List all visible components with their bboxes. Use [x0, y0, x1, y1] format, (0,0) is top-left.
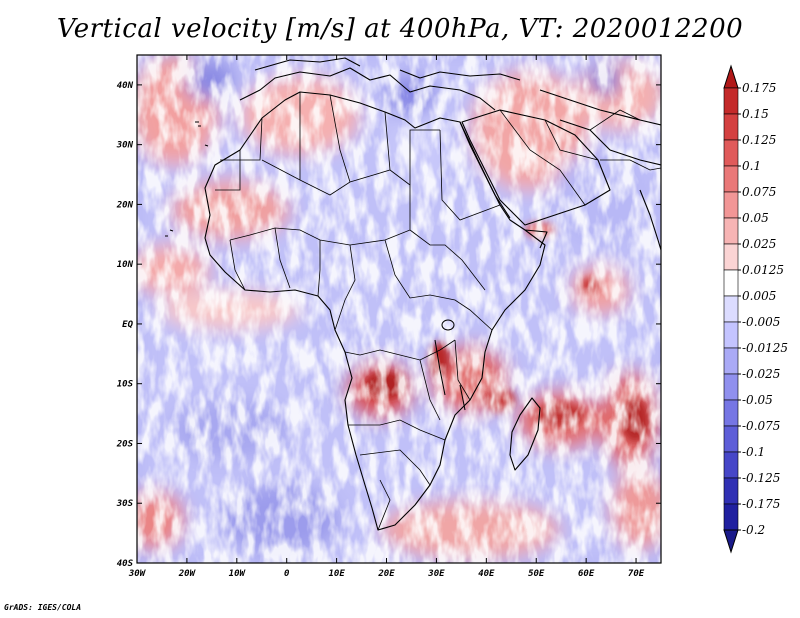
legend-label: -0.2 [742, 523, 765, 537]
legend-label: 0.05 [742, 211, 769, 225]
grads-credit: GrADS: IGES/COLA [4, 603, 82, 612]
legend-label: -0.1 [742, 445, 765, 459]
latitude-axis: 40N 30N 20N 10N EQ 10S 20S 30S 40S [116, 81, 661, 569]
lon-tick-label: 20E [377, 569, 395, 579]
field-texture [137, 55, 661, 563]
legend-swatch [723, 113, 739, 141]
lat-tick-label: 10N [117, 260, 134, 270]
country-borders [215, 92, 661, 531]
legend-label: -0.175 [742, 497, 780, 511]
lon-tick-label: 0 [284, 569, 290, 579]
legend-label: -0.0125 [742, 341, 788, 355]
legend-label: 0.15 [742, 107, 769, 121]
lat-tick-label: 10S [117, 380, 134, 390]
legend-swatch [723, 217, 739, 245]
legend-swatch [723, 373, 739, 401]
legend-swatch [723, 191, 739, 219]
legend-label: 0.1 [742, 159, 761, 173]
color-legend: 0.175 0.15 0.125 0.1 0.075 0.05 0.025 0.0125 0.0… [723, 64, 788, 554]
legend-label: 0.005 [742, 289, 776, 303]
lakes [434, 319, 466, 411]
lon-tick-label: 20W [178, 569, 197, 579]
lon-tick-label: 40E [478, 569, 495, 579]
legend-label: -0.05 [742, 393, 773, 407]
lat-tick-label: 40N [117, 81, 134, 91]
lon-tick-label: 60E [578, 569, 595, 579]
legend-label: -0.125 [742, 471, 780, 485]
legend-swatch [723, 425, 739, 453]
lon-tick-label: 30W [128, 569, 147, 579]
legend-top-arrow [723, 64, 739, 89]
lat-tick-label: 20N [116, 200, 134, 210]
legend-swatch [723, 243, 739, 271]
legend-bottom-arrow [723, 529, 739, 554]
lat-tick-label: 30N [116, 141, 134, 151]
legend-label: -0.005 [742, 315, 780, 329]
longitude-axis: 30W 20W 10W 0 10E 20E 30E 40E 50E 60E 70E [128, 55, 645, 579]
lon-tick-label: 50E [528, 569, 545, 579]
legend-label: -0.025 [742, 367, 780, 381]
lon-tick-label: 30E [427, 569, 445, 579]
legend-label: 0.075 [742, 185, 776, 199]
lon-tick-label: 10E [328, 569, 345, 579]
legend-label: 0.175 [742, 81, 776, 95]
legend-swatch [723, 269, 739, 297]
legend-label: 0.0125 [742, 263, 784, 277]
legend-swatch [723, 87, 739, 115]
legend-swatch [723, 295, 739, 323]
lon-tick-label: 70E [628, 569, 645, 579]
lat-tick-label: 40S [117, 559, 134, 569]
legend-swatch [723, 451, 739, 479]
lat-tick-label: 20S [116, 439, 134, 449]
legend-swatch [723, 477, 739, 505]
legend-swatch [723, 347, 739, 375]
legend-label: -0.075 [742, 419, 780, 433]
lon-tick-label: 10W [229, 569, 247, 579]
lat-tick-label: EQ [122, 320, 133, 330]
legend-swatch [723, 165, 739, 193]
legend-swatch [723, 503, 739, 531]
plot-frame [136, 54, 662, 564]
legend-swatch [723, 399, 739, 427]
chart-title: Vertical velocity [m/s] at 400hPa, VT: 2… [56, 14, 744, 44]
legend-swatch [723, 321, 739, 349]
legend-label: 0.025 [742, 237, 776, 251]
legend-label: 0.125 [742, 133, 776, 147]
legend-swatch [723, 139, 739, 167]
lat-tick-label: 30S [116, 499, 134, 509]
